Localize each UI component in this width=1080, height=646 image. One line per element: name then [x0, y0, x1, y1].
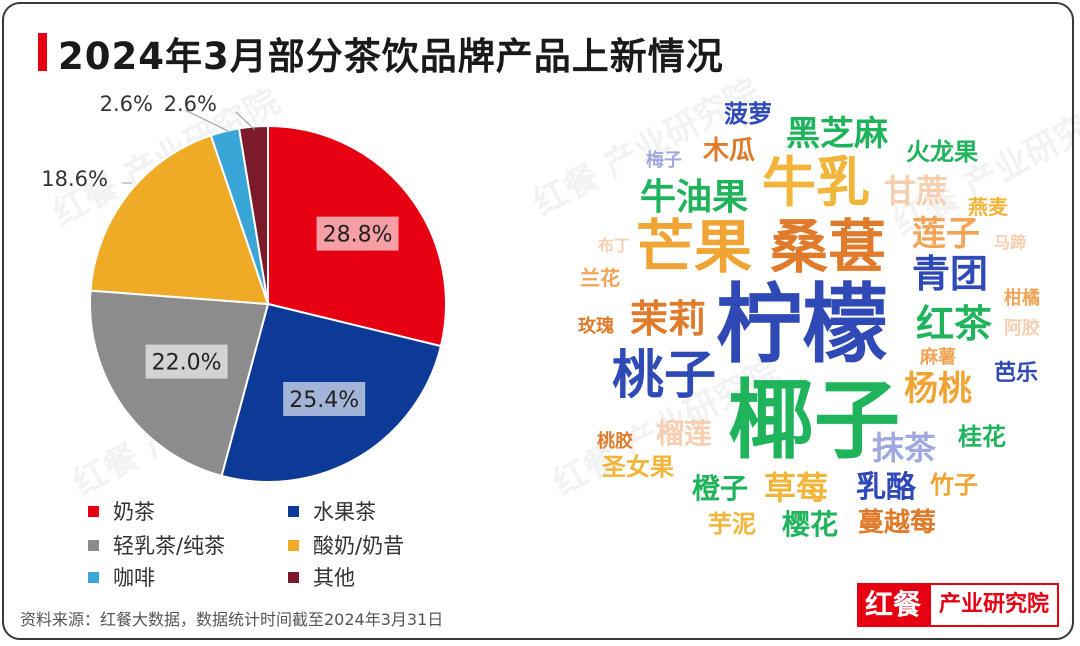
cloud-word: 芋泥	[708, 510, 756, 538]
cloud-word: 菠萝	[724, 100, 772, 128]
pie-slice-2	[89, 289, 270, 478]
cloud-word: 红茶	[916, 302, 993, 346]
legend-swatch	[88, 539, 99, 551]
legend-item-2: 轻乳茶/纯茶	[88, 530, 225, 560]
pie-label-bg-0	[316, 216, 399, 251]
pie-slice-5	[237, 124, 269, 305]
cloud-word: 桃子	[612, 346, 717, 406]
pie-label-bg-2	[145, 344, 228, 379]
cloud-word: 梅子	[646, 150, 682, 171]
legend-swatch	[288, 539, 299, 551]
cloud-word: 蔓越莓	[858, 508, 937, 538]
cloud-word: 抹茶	[872, 429, 937, 467]
pie-label-0: 28.8%	[323, 223, 393, 248]
legend-label: 酸奶/奶昔	[313, 534, 405, 558]
legend-item-1: 水果茶	[288, 496, 376, 526]
chart-title: 2024年3月部分茶饮品牌产品上新情况	[58, 35, 724, 78]
cloud-word: 橙子	[692, 472, 749, 505]
cloud-word: 木瓜	[703, 136, 756, 166]
cloud-word: 火龙果	[906, 138, 978, 166]
cloud-word: 椰子	[728, 371, 900, 471]
legend-label: 其他	[313, 566, 355, 590]
cloud-word: 阿胶	[1004, 318, 1040, 339]
cloud-word: 莲子	[912, 214, 980, 254]
cloud-word: 桑葚	[770, 213, 887, 281]
pie-label-2: 22.0%	[152, 351, 222, 376]
pie-slice-3	[89, 134, 270, 306]
brand-logo: 红餐 产业研究院	[857, 583, 1060, 627]
legend-item-3: 酸奶/奶昔	[288, 530, 404, 560]
cloud-word: 桂花	[958, 423, 1006, 451]
legend-label: 水果茶	[313, 500, 376, 524]
cloud-word: 杨桃	[904, 369, 972, 409]
cloud-word: 榴莲	[656, 417, 713, 450]
pie-label-4: 2.6%	[100, 92, 153, 116]
cloud-word: 芭乐	[994, 361, 1039, 386]
cloud-word: 竹子	[930, 471, 978, 499]
legend-label: 咖啡	[113, 566, 155, 590]
cloud-word: 黑芝麻	[786, 114, 888, 154]
cloud-word: 兰花	[580, 266, 620, 290]
cloud-word: 茉莉	[630, 297, 707, 341]
cloud-word: 柑橘	[1004, 288, 1040, 309]
cloud-word: 麻薯	[920, 347, 956, 368]
pie-label-1: 25.4%	[289, 388, 359, 413]
logo-text: 产业研究院	[929, 583, 1060, 627]
cloud-word: 青团	[912, 252, 989, 296]
legend-swatch	[288, 505, 299, 517]
cloud-word: 樱花	[782, 508, 839, 541]
cloud-word: 马蹄	[994, 233, 1027, 252]
cloud-word: 柠檬	[716, 275, 888, 375]
cloud-word: 芒果	[636, 213, 753, 281]
cloud-word: 乳酪	[856, 470, 916, 505]
legend-label: 奶茶	[113, 500, 155, 524]
cloud-word: 甘蔗	[884, 172, 949, 210]
pie-label-3: 18.6%	[41, 167, 108, 191]
pie-label-5: 2.6%	[164, 92, 217, 116]
legend-swatch	[288, 571, 299, 583]
cloud-word: 燕麦	[968, 195, 1008, 219]
cloud-word: 布丁	[598, 236, 631, 255]
pie-leader-5	[235, 111, 256, 131]
cloud-word: 牛油果	[640, 177, 749, 218]
cloud-word: 玫瑰	[578, 316, 614, 337]
legend-item-5: 其他	[288, 562, 355, 592]
cloud-word: 桃胶	[597, 431, 633, 452]
pie-leader-4	[184, 109, 229, 132]
cloud-word: 草莓	[764, 469, 829, 507]
legend-swatch	[88, 571, 99, 583]
cloud-word: 牛乳	[762, 151, 870, 214]
title-accent-bar	[38, 33, 47, 71]
legend-label: 轻乳茶/纯茶	[113, 534, 226, 558]
pie-label-bg-1	[283, 381, 366, 416]
legend-item-4: 咖啡	[88, 562, 155, 592]
cloud-word: 圣女果	[602, 453, 674, 481]
logo-mark: 红餐	[857, 583, 930, 627]
legend-item-0: 奶茶	[88, 496, 155, 526]
legend-swatch	[88, 505, 99, 517]
source-note: 资料来源：红餐大数据，数据统计时间截至2024年3月31日	[20, 610, 444, 629]
